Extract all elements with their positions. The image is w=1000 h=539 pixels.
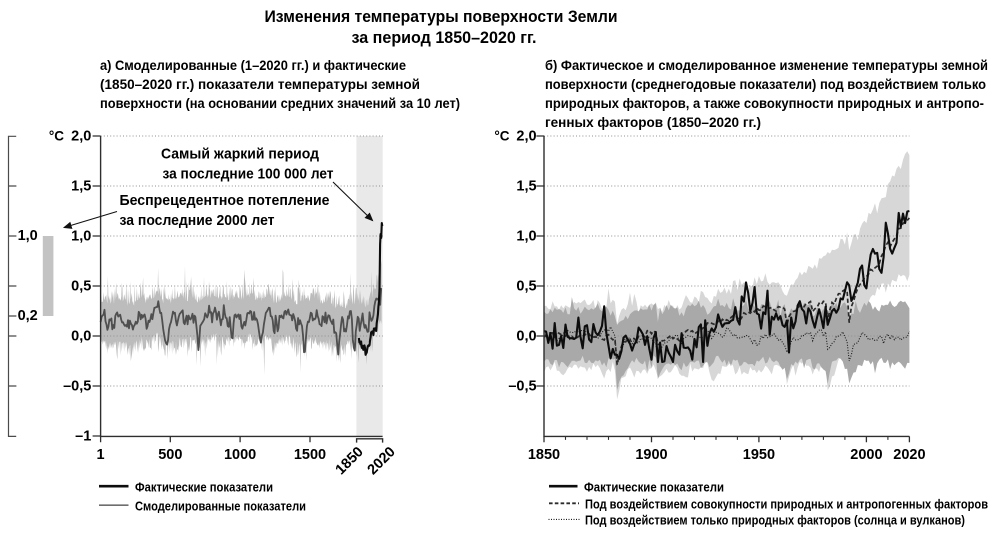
- svg-text:1500: 1500: [294, 447, 326, 463]
- svg-text:1,5: 1,5: [71, 179, 91, 195]
- svg-text:поверхности (на основании сред: поверхности (на основании средних значен…: [100, 95, 460, 111]
- svg-text:2,0: 2,0: [71, 129, 91, 145]
- svg-text:Фактические показатели: Фактические показатели: [584, 479, 724, 494]
- svg-text:500: 500: [158, 447, 182, 463]
- svg-text:Смоделированные показатели: Смоделированные показатели: [135, 499, 306, 514]
- svg-text:–1: –1: [75, 429, 91, 445]
- svg-text:за период 1850–2020 гг.: за период 1850–2020 гг.: [352, 28, 537, 47]
- svg-text:1000: 1000: [224, 447, 256, 463]
- svg-text:0,0: 0,0: [71, 329, 91, 345]
- svg-text:0,5: 0,5: [71, 279, 91, 295]
- svg-text:1,0: 1,0: [18, 228, 38, 244]
- svg-text:1950: 1950: [743, 447, 775, 463]
- svg-text:Беспрецедентное потепление: Беспрецедентное потепление: [120, 192, 330, 209]
- svg-text:за последние 100 000 лет: за последние 100 000 лет: [163, 166, 334, 183]
- svg-text:Фактические показатели: Фактические показатели: [135, 480, 273, 495]
- svg-text:1900: 1900: [635, 447, 667, 463]
- svg-text:за последние 2000 лет: за последние 2000 лет: [120, 212, 275, 229]
- svg-text:2,0: 2,0: [516, 129, 536, 145]
- svg-text:1,5: 1,5: [516, 179, 536, 195]
- svg-text:Под воздействием совокупности: Под воздействием совокупности природных …: [585, 496, 988, 511]
- svg-text:2020: 2020: [365, 444, 399, 478]
- svg-text:1,0: 1,0: [516, 229, 536, 245]
- svg-text:природных факторов, а также со: природных факторов, а также совокупности…: [545, 95, 984, 111]
- svg-text:–0,5: –0,5: [508, 379, 536, 395]
- svg-text:1850: 1850: [333, 444, 367, 478]
- svg-text:°C: °C: [49, 129, 64, 144]
- svg-text:0,5: 0,5: [516, 279, 536, 295]
- svg-text:1850: 1850: [528, 447, 560, 463]
- svg-text:2020: 2020: [893, 447, 925, 463]
- svg-text:1: 1: [97, 447, 105, 463]
- svg-text:поверхности (среднегодовые пок: поверхности (среднегодовые показатели) п…: [545, 76, 986, 92]
- svg-text:°C: °C: [494, 129, 509, 144]
- svg-text:а) Смоделированные (1–2020 гг.: а) Смоделированные (1–2020 гг.) и фактич…: [100, 57, 406, 73]
- svg-text:–0,5: –0,5: [63, 379, 91, 395]
- svg-text:(1850–2020 гг.) показатели тем: (1850–2020 гг.) показатели температуры з…: [100, 76, 420, 92]
- svg-text:Под воздействием только природ: Под воздействием только природных фактор…: [585, 512, 965, 527]
- svg-text:Изменения температуры поверхно: Изменения температуры поверхности Земли: [265, 7, 618, 26]
- svg-text:б) Фактическое и смоделированн: б) Фактическое и смоделированное изменен…: [545, 57, 988, 73]
- svg-text:0,0: 0,0: [516, 329, 536, 345]
- svg-text:2000: 2000: [850, 447, 882, 463]
- svg-text:генных факторов (1850–2020 гг.: генных факторов (1850–2020 гг.): [545, 114, 761, 130]
- svg-text:Самый жаркий период: Самый жаркий период: [161, 146, 319, 163]
- svg-text:1,0: 1,0: [71, 229, 91, 245]
- svg-text:0,2: 0,2: [18, 308, 38, 324]
